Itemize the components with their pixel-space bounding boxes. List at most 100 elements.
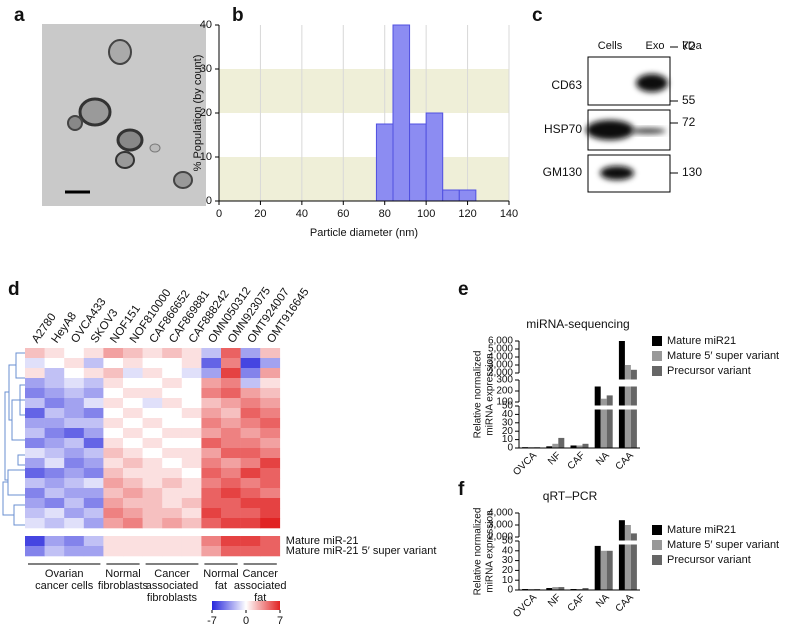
x-tick-label: 60 — [337, 208, 349, 220]
heatmap-cell — [64, 488, 85, 499]
heatmap-cell — [221, 508, 241, 519]
heatmap-cell — [240, 398, 261, 409]
row-label: HSP70 — [544, 122, 582, 136]
x-tick-label: NA — [594, 592, 612, 610]
heatmap-cell — [240, 478, 261, 489]
heatmap-cell — [103, 398, 124, 409]
x-tick-label: 80 — [379, 208, 391, 220]
x-tick-label: NF — [546, 592, 563, 609]
x-tick-label: OVCA — [511, 450, 539, 478]
y-tick-label: 30 — [502, 417, 514, 428]
y-tick-label: 5,000 — [488, 344, 513, 355]
heatmap-cell — [83, 498, 104, 509]
x-tick-label: 120 — [458, 208, 476, 220]
legend-label: Precursor variant — [667, 554, 751, 566]
bar — [600, 398, 607, 448]
heatmap-cell — [201, 388, 222, 399]
row-label: GM130 — [543, 165, 583, 179]
colorbar — [212, 601, 280, 610]
bar — [442, 189, 460, 202]
marker-label: 72 — [682, 39, 696, 53]
heatmap-cell — [162, 418, 183, 429]
heatmap-cell — [25, 368, 45, 379]
heatmap-cell — [181, 488, 202, 499]
heatmap-cell — [64, 498, 85, 509]
group-label: fat — [215, 580, 227, 592]
heatmap-cell — [25, 428, 45, 439]
y-tick-label: 40 — [502, 409, 514, 420]
heatmap-cell — [103, 438, 124, 449]
axis-break — [520, 379, 641, 387]
heatmap-cell — [83, 508, 104, 519]
heatmap-cell — [103, 546, 124, 557]
y-tick-label: 40 — [502, 545, 514, 556]
heatmap-cell — [240, 388, 261, 399]
heatmap-cell — [123, 348, 143, 359]
heatmap-cell — [44, 536, 65, 547]
y-tick-label: 2,000 — [488, 532, 513, 543]
legend-swatch — [652, 525, 662, 535]
row-label: CD63 — [551, 78, 582, 92]
heatmap-cell — [44, 378, 65, 389]
y-tick-label: 200 — [496, 386, 513, 397]
heatmap-cell — [142, 418, 163, 429]
heatmap-cell — [25, 438, 45, 449]
y-axis-label: Relative normalized — [473, 351, 484, 439]
bar — [624, 525, 631, 590]
heatmap-cell — [44, 448, 65, 459]
y-tick-label: 0 — [507, 443, 513, 454]
heatmap-cell — [142, 546, 163, 557]
heatmap-cell — [142, 458, 163, 469]
group-label: cancer cells — [35, 580, 94, 592]
heatmap-cell — [103, 468, 124, 479]
y-tick-label: 10 — [502, 575, 514, 586]
heatmap-cell — [44, 508, 65, 519]
heatmap-cell — [83, 368, 104, 379]
panel-label: e — [458, 279, 469, 300]
heatmap-cell — [25, 546, 45, 557]
heatmap-cell — [44, 398, 65, 409]
heatmap-cell — [103, 358, 124, 369]
group-label: fat — [254, 592, 266, 604]
y-tick-label: 20 — [200, 107, 212, 119]
heatmap-cell — [44, 488, 65, 499]
bar — [570, 445, 577, 448]
panel-label: b — [232, 5, 244, 26]
y-tick-label: 4,000 — [488, 508, 513, 519]
bar — [606, 395, 613, 448]
panel-label: d — [8, 279, 20, 300]
panel-label: f — [458, 479, 465, 500]
heatmap-cell — [25, 418, 45, 429]
heatmap-cell — [123, 498, 143, 509]
heatmap-cell — [83, 438, 104, 449]
heatmap-cell — [64, 358, 85, 369]
heatmap-cell — [162, 546, 183, 557]
heatmap-cell — [123, 478, 143, 489]
heatmap-cell — [162, 438, 183, 449]
legend-swatch — [652, 540, 662, 550]
heatmap-cell — [181, 378, 202, 389]
heatmap-cell — [123, 398, 143, 409]
y-tick-label: 20 — [502, 565, 514, 576]
heatmap-cell — [142, 488, 163, 499]
heatmap-cell — [201, 418, 222, 429]
heatmap-cell — [44, 388, 65, 399]
heatmap-cell — [25, 488, 45, 499]
y-tick-label: 3,000 — [488, 360, 513, 371]
heatmap-cell — [123, 438, 143, 449]
heatmap-cell — [201, 378, 222, 389]
heatmap-cell — [44, 468, 65, 479]
heatmap-cell — [162, 448, 183, 459]
heatmap-cell — [260, 546, 281, 557]
band — [219, 69, 509, 113]
y-axis-label: miRNA expression — [485, 510, 496, 592]
heatmap-cell — [103, 478, 124, 489]
heatmap-cell — [64, 388, 85, 399]
heatmap-cell — [181, 448, 202, 459]
heatmap-cell — [260, 368, 281, 379]
column-label: Cells — [598, 40, 623, 52]
blot — [586, 56, 671, 193]
heatmap-cell — [123, 458, 143, 469]
heatmap-cell — [181, 348, 202, 359]
legend-label: Mature miR21 — [667, 335, 736, 347]
